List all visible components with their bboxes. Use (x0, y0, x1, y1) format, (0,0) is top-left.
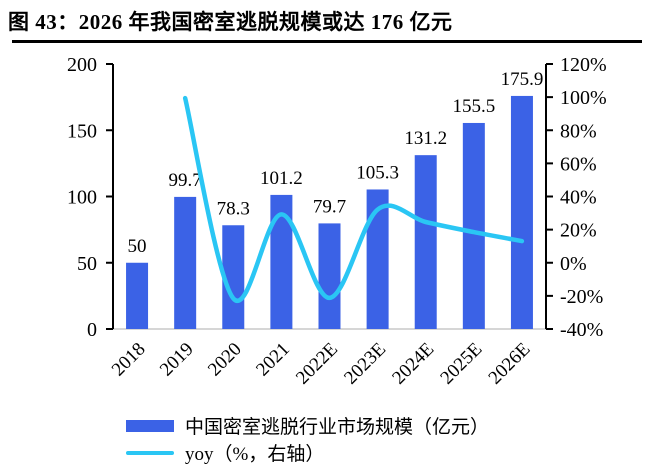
bar-2020 (222, 225, 245, 329)
right-axis-tick-label: 100% (560, 87, 607, 109)
bar-2018 (126, 262, 149, 329)
x-axis-category-label: 2020 (204, 339, 246, 381)
bar-2025E (462, 122, 485, 330)
x-axis-category-label: 2018 (108, 339, 150, 381)
bar-series-swatch (126, 419, 174, 432)
title-divider (12, 40, 642, 43)
bar-2026E (510, 95, 533, 329)
x-axis-category-label: 2019 (156, 339, 198, 381)
yoy-line (182, 95, 525, 304)
bar-value-label: 105.3 (356, 162, 399, 183)
legend-item-bar: 中国密室逃脱行业市场规模（亿元） (126, 412, 489, 439)
right-axis-tick-label: 0% (560, 253, 587, 275)
right-axis-tick-label: 80% (560, 120, 597, 142)
bar-value-label: 50 (128, 236, 147, 257)
x-axis-category-label: 2024E (388, 339, 438, 389)
right-axis-tick-label: 60% (560, 153, 597, 175)
chart-legend: 中国密室逃脱行业市场规模（亿元） yoy（%，右轴） (126, 412, 489, 466)
bar-value-label: 99.7 (169, 170, 202, 191)
line-series-swatch (126, 450, 174, 455)
x-axis-category-label: 2022E (292, 339, 342, 389)
combo-chart: 0 50 100 150 200 -40% -20% 0% 20% 40% 60% 80% 100% 12… (67, 54, 607, 389)
left-axis-tick-label: 50 (77, 253, 97, 275)
right-axis-tick-label: 40% (560, 187, 597, 209)
figure-title: 图 43：2026 年我国密室逃脱规模或达 176 亿元 (8, 10, 453, 34)
bar-value-label: 78.3 (217, 198, 250, 219)
bar-value-label: 131.2 (404, 128, 447, 149)
x-axis-category-label: 2021 (252, 339, 294, 381)
right-axis-tick-label: 120% (560, 54, 607, 76)
right-axis-tick-label: -40% (560, 319, 603, 341)
bar-value-label: 79.7 (313, 196, 346, 217)
bar-2019 (174, 196, 197, 329)
bar-2023E (366, 189, 389, 329)
line-series-label: yoy（%，右轴） (185, 444, 325, 465)
x-axis-category-label: 2025E (436, 339, 486, 389)
left-axis-tick-label: 150 (67, 120, 97, 142)
bar-2022E (318, 223, 341, 329)
bar-value-label: 101.2 (260, 168, 303, 189)
legend-item-line: yoy（%，右轴） (126, 439, 489, 466)
bar-2024E (414, 155, 437, 329)
right-axis-tick-label: 20% (560, 220, 597, 242)
x-axis-category-label: 2026E (485, 339, 535, 389)
bar-value-label: 155.5 (452, 96, 495, 117)
bar-series-label: 中国密室逃脱行业市场规模（亿元） (185, 417, 490, 438)
left-axis-tick-label: 100 (67, 187, 97, 209)
left-axis-tick-label: 0 (87, 319, 97, 341)
right-axis-tick-label: -20% (560, 286, 603, 308)
bar-2021 (270, 194, 293, 329)
bar-value-label: 175.9 (501, 69, 544, 90)
left-axis-tick-label: 200 (67, 54, 97, 76)
x-axis-category-label: 2023E (340, 339, 390, 389)
